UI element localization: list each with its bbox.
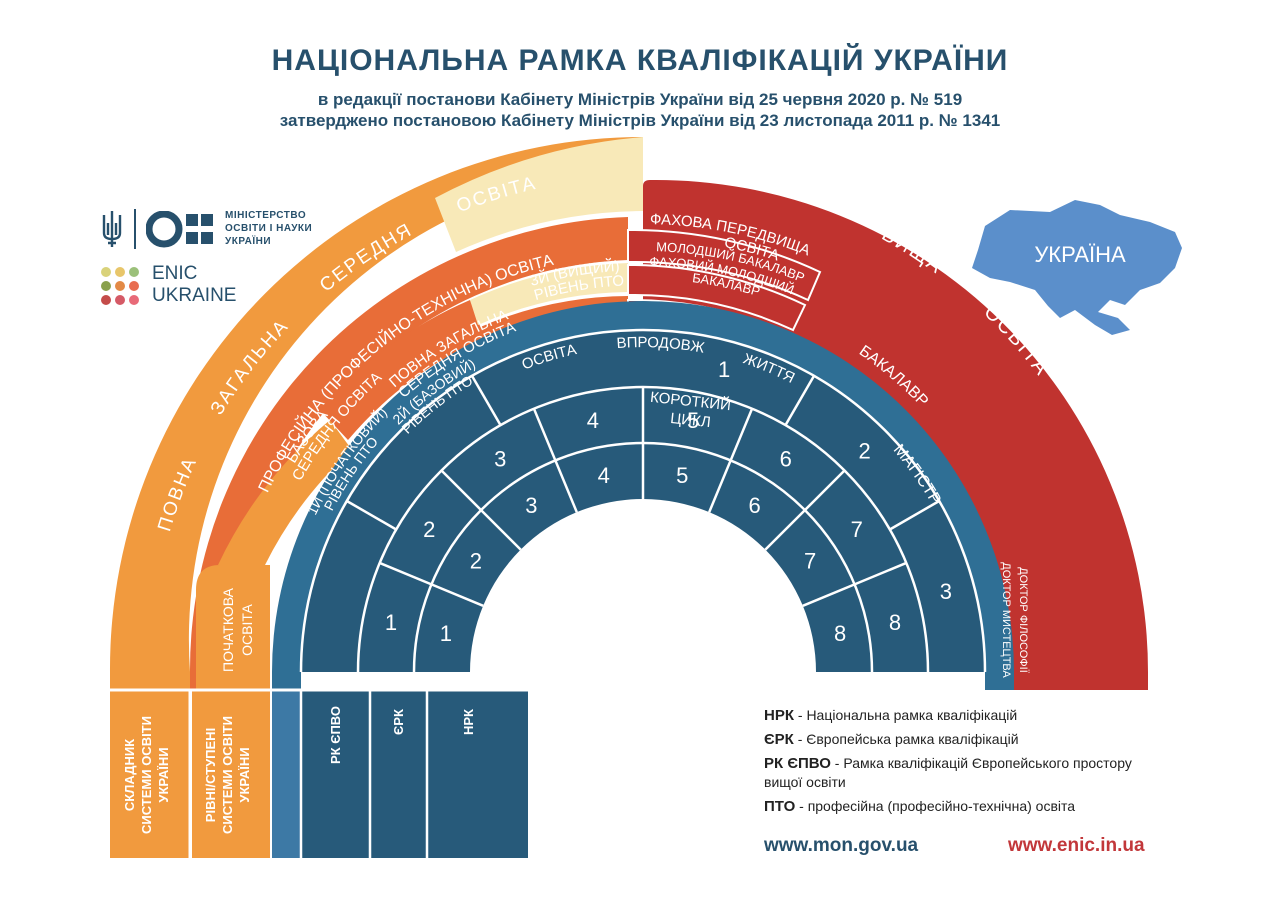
enic-logo-line-1: ENIC: [152, 263, 198, 284]
logo-separator: [134, 209, 136, 249]
level-number-rk_epvo: 3: [940, 579, 952, 604]
primary-education-band: [196, 565, 270, 690]
ring-spoke: [784, 375, 816, 426]
level-rings: [301, 330, 985, 672]
ring-spokes: [346, 375, 940, 607]
ring-spoke: [889, 499, 940, 531]
level-number-erk: 7: [851, 517, 863, 542]
level-number-nrk: 8: [834, 621, 846, 646]
level-columns-left: [301, 690, 528, 858]
enic-logo-text: ENIC UKRAINE: [152, 263, 236, 307]
level-number-nrk: 3: [525, 493, 537, 518]
level-number-erk: 8: [889, 610, 901, 635]
mon-logo[interactable]: МІНІСТЕРСТВО ОСВІТИ І НАУКИ УКРАЇНИ: [100, 205, 340, 255]
levels-stages-label-2: СИСТЕМИ ОСВІТИ: [220, 716, 235, 834]
ukraine-map-icon: [972, 200, 1182, 335]
primary-label-2: ОСВІТА: [239, 604, 255, 656]
ring-spoke: [440, 469, 482, 511]
mon-logo-line-2: ОСВІТИ І НАУКИ: [225, 223, 313, 234]
lifelong-column: [272, 690, 301, 858]
levels-stages-column: [192, 690, 270, 858]
ring-spoke: [554, 459, 578, 513]
ring-spoke: [480, 509, 522, 551]
cream-arc: [435, 137, 643, 252]
mon-mark-icon: [146, 211, 213, 248]
level-number-erk: 4: [587, 408, 599, 433]
enic-logo-line-2: UKRAINE: [152, 285, 237, 306]
legend-row-pto: ПТО - професійна (професійно-технічна) о…: [764, 798, 1076, 815]
components-label-1: СКЛАДНИК: [122, 739, 137, 811]
pto3-cream-band: [470, 263, 628, 325]
level-number-nrk: 4: [598, 463, 610, 488]
trident-icon: [102, 211, 122, 247]
ring-spoke: [804, 469, 846, 511]
page-title: НАЦІОНАЛЬНА РАМКА КВАЛІФІКАЦІЙ УКРАЇНИ: [271, 44, 1009, 77]
enic-logo[interactable]: ENIC UKRAINE: [100, 263, 260, 308]
level-number-erk: 1: [385, 610, 397, 635]
enic-dots-icon: [101, 267, 139, 305]
components-label-2: СИСТЕМИ ОСВІТИ: [139, 716, 154, 834]
ukraine-map-label: УКРАЇНА: [1034, 242, 1126, 267]
ring-spoke: [532, 408, 557, 461]
erk-column-label: ЄРК: [391, 709, 406, 735]
level-number-nrk: 1: [440, 621, 452, 646]
enic-url-link[interactable]: www.enic.in.ua: [1008, 835, 1145, 856]
legend: НРК - Національна рамка кваліфікацій ЄРК…: [764, 706, 1164, 821]
ring-spoke: [346, 499, 397, 531]
level-number-nrk: 5: [676, 463, 688, 488]
level-number-rk_epvo: 1: [718, 357, 730, 382]
components-column: [110, 690, 190, 858]
basic-secondary-band: [218, 420, 352, 565]
mon-url-link[interactable]: www.mon.gov.ua: [764, 835, 919, 856]
doctor-arts-label: ДОКТОР МИСТЕЦТВА: [1000, 562, 1012, 678]
primary-label-1: ПОЧАТКОВА: [220, 587, 236, 672]
full-general-band: [320, 300, 485, 440]
ring-spoke: [854, 561, 907, 586]
legend-row-rk-epvo: РК ЄПВО - Рамка кваліфікацій Європейсько…: [764, 755, 1132, 790]
level-number-erk: 6: [780, 446, 792, 471]
legend-row-erk: ЄРК - Європейська рамка кваліфікацій: [764, 731, 1019, 748]
ring-spoke: [470, 375, 502, 426]
ring-spoke: [729, 408, 754, 461]
levels-stages-label-1: РІВНІ/СТУПЕНІ: [203, 728, 218, 822]
page-subtitle-2: затверджено постановою Кабінету Міністрі…: [279, 111, 1001, 130]
level-number-erk: 2: [423, 517, 435, 542]
nrk-column-label: НРК: [461, 709, 476, 735]
mon-logo-line-1: МІНІСТЕРСТВО: [225, 210, 307, 221]
legend-row-nrk: НРК - Національна рамка кваліфікацій: [764, 707, 1018, 724]
level-number-erk: 3: [494, 446, 506, 471]
level-numbers: 1 2 3 1 2 3 4 5 6 7 8 1 2 3 4 5 6 7 8: [385, 357, 952, 646]
doctor-philosophy-label: ДОКТОР ФІЛОСОФІЇ: [1017, 567, 1029, 673]
page-subtitle-1: в редакції постанови Кабінету Міністрів …: [317, 90, 963, 109]
junior-bachelor-box: [627, 263, 807, 332]
ring-spoke: [430, 583, 484, 607]
mon-logo-line-3: УКРАЇНИ: [225, 236, 272, 247]
ring-spoke: [708, 459, 732, 513]
ring-spoke: [379, 561, 432, 586]
mon-logo-text: МІНІСТЕРСТВО ОСВІТИ І НАУКИ УКРАЇНИ: [225, 209, 335, 248]
level-number-nrk: 6: [749, 493, 761, 518]
levels-stages-label-3: УКРАЇНИ: [237, 747, 252, 802]
general-secondary-arc: [109, 136, 644, 690]
level-number-rk_epvo: 2: [859, 438, 871, 463]
ring-spoke: [802, 583, 856, 607]
prof-pre-higher-box: [627, 228, 822, 302]
rk-epvo-column-label: РК ЄПВО: [328, 706, 343, 764]
level-number-erk: 5: [687, 408, 699, 433]
level-number-nrk: 7: [804, 548, 816, 573]
level-number-nrk: 2: [470, 548, 482, 573]
short-cycle-label-2: ЦИКЛ: [669, 410, 711, 431]
components-label-3: УКРАЇНИ: [156, 747, 171, 802]
ring-spoke: [764, 509, 806, 551]
